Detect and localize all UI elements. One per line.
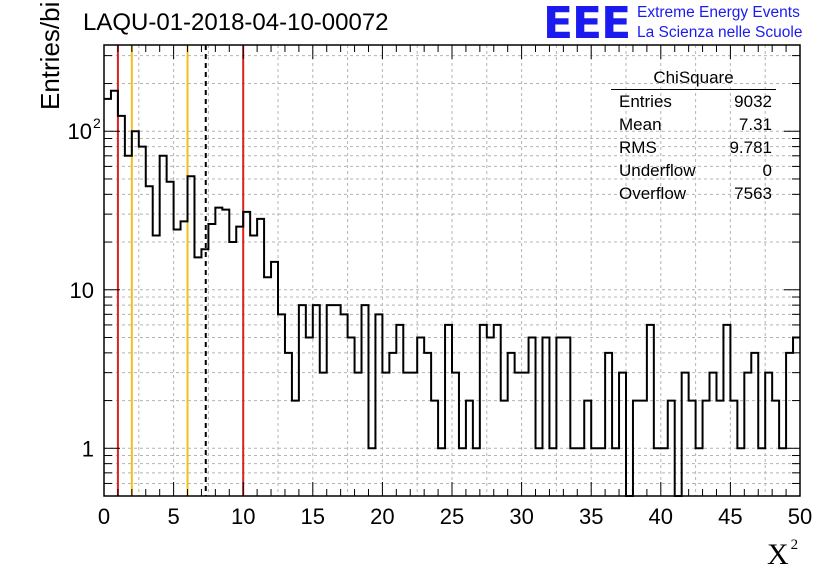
y-axis-label: Entries/bin — [35, 0, 65, 110]
stats-box: ChiSquare Entries 9032 Mean 7.31 RMS 9.781 … — [611, 67, 776, 205]
logo-line-2: La Scienza nelle Scuole — [637, 24, 803, 41]
y-tick-label: 1 — [82, 436, 94, 461]
x-tick-label: 40 — [649, 504, 673, 529]
stats-value: 7563 — [734, 184, 772, 203]
x-tick-label: 20 — [370, 504, 394, 529]
stats-row-rms: RMS 9.781 — [611, 136, 776, 159]
chart-title: LAQU-01-2018-04-10-00072 — [83, 9, 389, 36]
stats-label: Mean — [619, 115, 662, 134]
axis-ticks — [103, 45, 801, 497]
x-axis-label-exponent: 2 — [790, 537, 799, 553]
x-tick-label: 0 — [98, 504, 110, 529]
stats-row-underflow: Underflow 0 — [611, 159, 776, 182]
x-tick-label: 30 — [509, 504, 533, 529]
logo-line-1: Extreme Energy Events — [637, 4, 800, 21]
stats-label: RMS — [619, 138, 657, 157]
reference-lines — [116, 45, 245, 496]
x-tick-label: 15 — [301, 504, 325, 529]
x-axis-label-base: Χ — [767, 538, 789, 571]
x-tick-label: 45 — [718, 504, 742, 529]
x-tick-label: 10 — [231, 504, 255, 529]
stats-label: Overflow — [619, 184, 687, 203]
stats-label: Underflow — [619, 161, 696, 180]
stats-row-entries: Entries 9032 — [611, 90, 776, 113]
stats-row-overflow: Overflow 7563 — [611, 182, 776, 205]
stats-box-title: ChiSquare — [611, 67, 776, 90]
y-tick-label: 10 — [70, 278, 94, 303]
y-tick-label-exponent: 2 — [93, 115, 101, 131]
stats-label: Entries — [619, 92, 672, 111]
stats-value: 9032 — [734, 92, 772, 111]
stats-value: 9.781 — [729, 138, 772, 157]
stats-value: 0 — [762, 161, 772, 180]
eee-logo: EEE — [543, 0, 631, 49]
stats-value: 7.31 — [738, 115, 772, 134]
x-tick-label: 5 — [167, 504, 179, 529]
x-tick-label: 35 — [579, 504, 603, 529]
stats-row-mean: Mean 7.31 — [611, 113, 776, 136]
x-tick-label: 50 — [788, 504, 812, 529]
x-tick-label: 25 — [440, 504, 464, 529]
y-tick-label: 10 — [68, 119, 92, 144]
histogram-series — [104, 89, 800, 497]
